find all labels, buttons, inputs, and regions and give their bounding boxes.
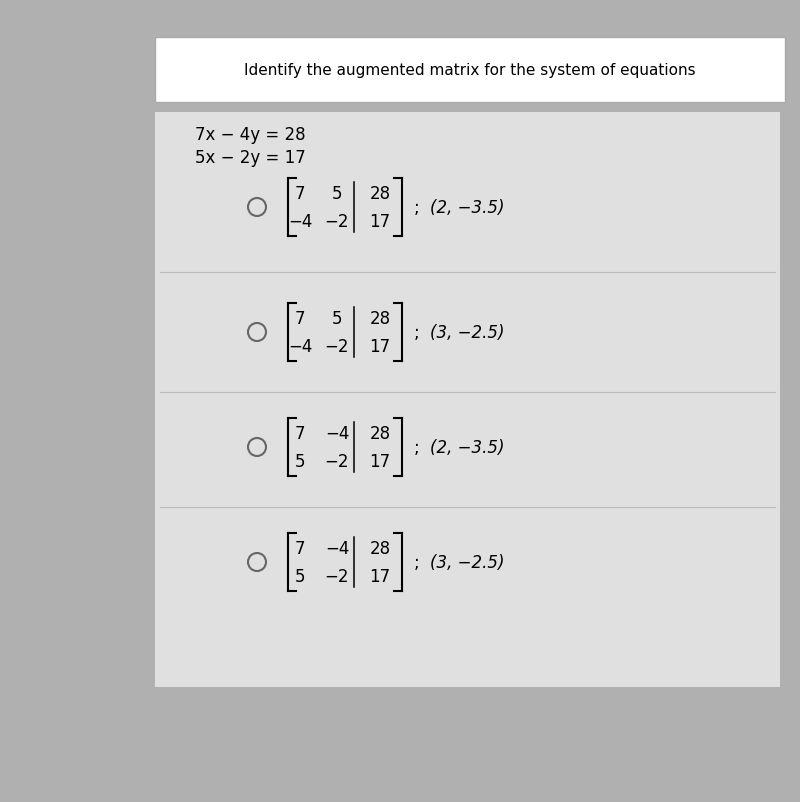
Text: ;: ;: [414, 439, 420, 456]
Text: ;: ;: [414, 199, 420, 217]
Text: −2: −2: [325, 567, 350, 585]
Text: 5: 5: [332, 310, 342, 327]
Text: 7x − 4y = 28: 7x − 4y = 28: [195, 126, 306, 144]
Text: 7: 7: [294, 310, 306, 327]
Text: 28: 28: [370, 184, 390, 203]
FancyBboxPatch shape: [155, 113, 780, 687]
Text: (2, −3.5): (2, −3.5): [430, 199, 505, 217]
FancyBboxPatch shape: [155, 38, 785, 103]
Text: ;: ;: [414, 553, 420, 571]
Text: ;: ;: [414, 323, 420, 342]
Text: 28: 28: [370, 310, 390, 327]
Text: 17: 17: [370, 452, 390, 471]
Text: 5: 5: [294, 567, 306, 585]
Text: 7: 7: [294, 539, 306, 557]
Text: 5: 5: [294, 452, 306, 471]
Text: 28: 28: [370, 424, 390, 443]
Text: −4: −4: [288, 213, 312, 231]
Text: −4: −4: [288, 338, 312, 355]
Text: (2, −3.5): (2, −3.5): [430, 439, 505, 456]
Text: 17: 17: [370, 338, 390, 355]
Text: (3, −2.5): (3, −2.5): [430, 553, 505, 571]
Text: −2: −2: [325, 213, 350, 231]
Text: 17: 17: [370, 567, 390, 585]
Text: 17: 17: [370, 213, 390, 231]
Text: 28: 28: [370, 539, 390, 557]
Text: Identify the augmented matrix for the system of equations: Identify the augmented matrix for the sy…: [244, 63, 696, 78]
Text: 7: 7: [294, 424, 306, 443]
Text: −4: −4: [325, 539, 349, 557]
Text: 5: 5: [332, 184, 342, 203]
Text: 7: 7: [294, 184, 306, 203]
Text: 5x − 2y = 17: 5x − 2y = 17: [195, 149, 306, 167]
Text: −2: −2: [325, 338, 350, 355]
Text: −2: −2: [325, 452, 350, 471]
Text: −4: −4: [325, 424, 349, 443]
Text: (3, −2.5): (3, −2.5): [430, 323, 505, 342]
